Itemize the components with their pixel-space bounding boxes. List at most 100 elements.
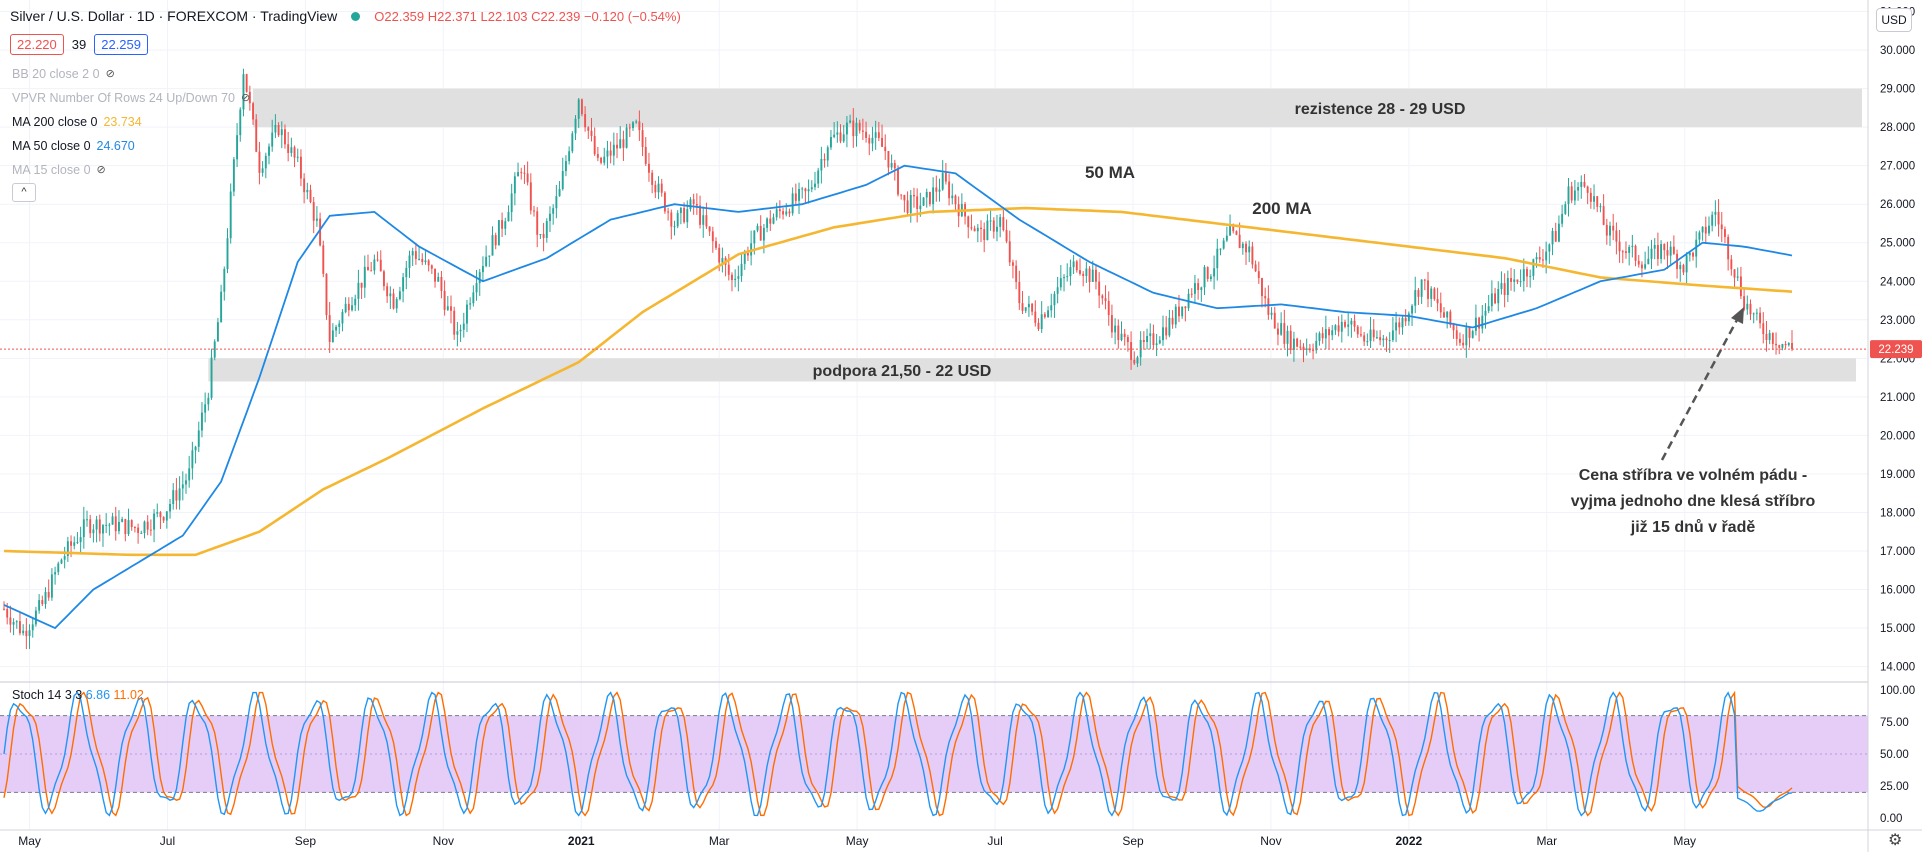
indicator-row[interactable]: BB 20 close 2 0 ⊘ xyxy=(12,62,250,86)
candle-body xyxy=(1621,251,1624,253)
candle-body xyxy=(798,189,800,201)
candle-body xyxy=(766,218,769,228)
candle-body xyxy=(41,600,44,605)
collapse-legend-button[interactable]: ^ xyxy=(12,183,36,202)
candle-body xyxy=(529,182,532,211)
candle-body xyxy=(1254,264,1257,272)
buy-button[interactable]: 22.259 xyxy=(94,34,148,55)
candle-body xyxy=(980,227,982,230)
candle-series xyxy=(3,68,1793,650)
candle-body xyxy=(1219,248,1222,250)
symbol-title[interactable]: Silver / U.S. Dollar · 1D · FOREXCOM · T… xyxy=(10,8,338,24)
candle-body xyxy=(1079,270,1081,274)
indicator-row[interactable]: MA 15 close 0 ⊘ xyxy=(12,158,250,182)
candle-body xyxy=(593,136,596,155)
candle-body xyxy=(1749,303,1752,315)
candle-body xyxy=(1589,192,1592,202)
candle-body xyxy=(1765,333,1768,340)
candle-body xyxy=(686,209,689,223)
candle-body xyxy=(852,120,855,137)
candle-body xyxy=(140,532,143,534)
candle-body xyxy=(1704,226,1707,234)
candle-body xyxy=(357,282,360,299)
candle-body xyxy=(1005,230,1008,242)
candle-body xyxy=(753,230,756,244)
candle-body xyxy=(277,124,280,136)
candle-body xyxy=(370,270,373,272)
candle-body xyxy=(1321,333,1324,339)
candle-body xyxy=(727,264,730,275)
candle-body xyxy=(810,187,813,190)
candle-body xyxy=(1739,276,1742,297)
candle-body xyxy=(523,172,526,174)
candle-body xyxy=(1605,224,1608,236)
hidden-eye-icon[interactable]: ⊘ xyxy=(241,92,251,104)
candle-body xyxy=(1363,335,1366,342)
candle-body xyxy=(1596,196,1599,207)
candle-body xyxy=(1257,271,1260,279)
candle-body xyxy=(1427,280,1429,299)
candle-body xyxy=(3,608,5,610)
candle-body xyxy=(76,542,79,544)
candle-body xyxy=(472,292,475,304)
candle-body xyxy=(98,519,101,534)
candle-body xyxy=(1401,317,1404,328)
candle-body xyxy=(1752,313,1755,315)
price-tick-label: 20.000 xyxy=(1880,430,1915,442)
time-tick-label: 2022 xyxy=(1396,834,1423,848)
candle-body xyxy=(1136,357,1139,364)
last-price-label: 22.239 xyxy=(1878,344,1913,356)
candle-body xyxy=(165,511,168,521)
gear-icon[interactable]: ⚙ xyxy=(1888,832,1903,849)
candle-body xyxy=(1602,206,1605,225)
candle-body xyxy=(478,272,481,284)
candle-body xyxy=(1344,321,1346,327)
candle-body xyxy=(47,591,50,598)
candle-body xyxy=(1034,311,1037,323)
candle-body xyxy=(89,519,92,534)
ma200-line xyxy=(3,206,1793,557)
candle-body xyxy=(1510,278,1512,282)
candle-body xyxy=(1586,186,1589,193)
candle-body xyxy=(1082,273,1085,276)
candle-body xyxy=(715,241,717,248)
candle-body xyxy=(903,195,906,201)
stoch-legend[interactable]: Stoch 14 3 3 6.86 11.02 xyxy=(12,688,144,702)
candle-body xyxy=(612,144,615,156)
candle-body xyxy=(414,251,417,260)
candle-body xyxy=(1334,325,1337,331)
hidden-eye-icon[interactable]: ⊘ xyxy=(96,164,106,176)
candle-body xyxy=(1762,323,1765,334)
stoch-k-line xyxy=(3,691,1793,817)
candle-body xyxy=(1781,344,1784,348)
arrow-head-icon xyxy=(1731,307,1744,324)
candle-body xyxy=(616,144,618,149)
candle-body xyxy=(1382,338,1385,341)
candle-body xyxy=(485,256,488,267)
candle-body xyxy=(711,231,714,242)
candle-body xyxy=(382,271,385,287)
candle-body xyxy=(54,572,57,575)
candle-body xyxy=(759,225,762,241)
sell-button[interactable]: 22.220 xyxy=(10,34,64,55)
price-tick-label: 14.000 xyxy=(1880,662,1915,674)
candle-body xyxy=(367,266,369,271)
indicator-row[interactable]: VPVR Number Of Rows 24 Up/Down 70 ⊘ xyxy=(12,86,250,110)
price-zone xyxy=(208,358,1856,382)
low-value: L22.103 xyxy=(480,8,528,24)
candle-body xyxy=(986,220,989,241)
candle-body xyxy=(654,184,657,193)
candle-body xyxy=(670,212,673,227)
price-tick-label: 29.000 xyxy=(1880,84,1915,96)
candle-body xyxy=(705,215,708,227)
indicator-row[interactable]: MA 50 close 0 24.670 xyxy=(12,134,250,158)
indicator-row[interactable]: MA 200 close 0 23.734 xyxy=(12,110,250,134)
candle-body xyxy=(424,260,427,263)
hidden-eye-icon[interactable]: ⊘ xyxy=(105,68,115,80)
candle-body xyxy=(363,266,366,288)
candle-body xyxy=(638,121,641,131)
candle-body xyxy=(1583,181,1586,187)
currency-button[interactable]: USD xyxy=(1876,8,1912,32)
